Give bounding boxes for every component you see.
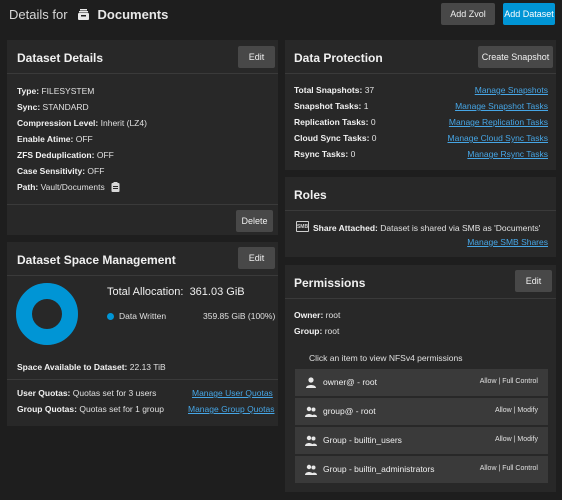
manage-user-quotas-link[interactable]: Manage User Quotas <box>192 388 273 398</box>
person-icon <box>306 377 316 388</box>
permission-name: Group - builtin_administrators <box>323 464 435 474</box>
detail-compression: Compression Level: Inherit (LZ4) <box>17 118 147 128</box>
space-donut-chart <box>16 283 78 345</box>
permission-name: Group - builtin_users <box>323 435 402 445</box>
permission-item[interactable]: Group - builtin_administrators Allow | F… <box>295 456 548 483</box>
permission-item[interactable]: Group - builtin_users Allow | Modify <box>295 427 548 454</box>
detail-dedup: ZFS Deduplication: OFF <box>17 150 114 160</box>
replication-tasks: Replication Tasks: 0 <box>294 117 376 127</box>
manage-smb-shares-link[interactable]: Manage SMB Shares <box>467 237 548 247</box>
detail-type: Type: FILESYSTEM <box>17 86 95 96</box>
copy-icon[interactable] <box>111 182 120 192</box>
detail-sync: Sync: STANDARD <box>17 102 89 112</box>
roles-card: Roles SMB Share Attached: Dataset is sha… <box>285 177 556 257</box>
card-header: Data Protection Create Snapshot <box>285 40 556 74</box>
divider <box>7 204 278 205</box>
title-prefix: Details for <box>9 7 68 22</box>
user-quotas: User Quotas: Quotas set for 3 users <box>17 388 157 398</box>
nfsv4-hint: Click an item to view NFSv4 permissions <box>309 353 463 363</box>
dataset-icon <box>77 9 89 20</box>
legend-dot <box>107 313 114 320</box>
space-available: Space Available to Dataset: 22.13 TiB <box>17 362 166 372</box>
create-snapshot-button[interactable]: Create Snapshot <box>478 46 553 68</box>
card-title: Dataset Details <box>17 51 104 65</box>
card-header: Permissions Edit <box>285 265 556 299</box>
permission-rights: Allow | Full Control <box>479 378 538 385</box>
divider <box>7 379 278 380</box>
edit-dataset-button[interactable]: Edit <box>238 46 275 68</box>
edit-permissions-button[interactable]: Edit <box>515 270 552 292</box>
group-row: Group: root <box>294 326 340 336</box>
snapshot-tasks: Snapshot Tasks: 1 <box>294 101 369 111</box>
total-allocation: Total Allocation: 361.03 GiB <box>107 286 245 298</box>
detail-case-sensitivity: Case Sensitivity: OFF <box>17 166 105 176</box>
card-title: Data Protection <box>294 51 383 65</box>
manage-snapshots-link[interactable]: Manage Snapshots <box>474 85 548 95</box>
group-icon <box>305 435 317 446</box>
page-title: Details for Documents <box>9 7 168 22</box>
permissions-card: Permissions Edit Owner: root Group: root… <box>285 265 556 492</box>
add-dataset-button[interactable]: Add Dataset <box>503 3 555 25</box>
donut-arc-data-written <box>16 283 78 345</box>
card-header: Dataset Details Edit <box>7 40 278 74</box>
permission-rights: Allow | Modify <box>494 407 538 414</box>
permission-item[interactable]: group@ - root Allow | Modify <box>295 398 548 425</box>
card-title: Dataset Space Management <box>17 253 176 267</box>
delete-dataset-button[interactable]: Delete <box>236 210 273 232</box>
space-management-card: Dataset Space Management Edit Total Allo… <box>7 242 278 426</box>
permission-rights: Allow | Modify <box>494 436 538 443</box>
total-snapshots: Total Snapshots: 37 <box>294 85 375 95</box>
cloud-sync-tasks: Cloud Sync Tasks: 0 <box>294 133 377 143</box>
detail-path: Path: Vault/Documents <box>17 182 120 192</box>
dataset-details-card: Dataset Details Edit Type: FILESYSTEM Sy… <box>7 40 278 235</box>
manage-cloud-sync-tasks-link[interactable]: Manage Cloud Sync Tasks <box>447 133 548 143</box>
detail-atime: Enable Atime: OFF <box>17 134 93 144</box>
group-quotas: Group Quotas: Quotas set for 1 group <box>17 404 164 414</box>
dataset-name: Documents <box>97 7 169 22</box>
legend-label: Data Written <box>119 311 167 321</box>
smb-share-icon: SMB <box>296 221 309 232</box>
manage-snapshot-tasks-link[interactable]: Manage Snapshot Tasks <box>455 101 548 111</box>
share-attached: Share Attached: Dataset is shared via SM… <box>313 223 541 233</box>
card-title: Permissions <box>294 276 366 290</box>
permission-item[interactable]: owner@ - root Allow | Full Control <box>295 369 548 396</box>
add-zvol-button[interactable]: Add Zvol <box>441 3 495 25</box>
owner-row: Owner: root <box>294 310 341 320</box>
permission-rights: Allow | Full Control <box>479 465 538 472</box>
manage-rsync-tasks-link[interactable]: Manage Rsync Tasks <box>467 149 548 159</box>
permission-name: group@ - root <box>323 406 376 416</box>
legend-value: 359.85 GiB (100%) <box>203 311 276 321</box>
group-icon <box>305 464 317 475</box>
card-title: Roles <box>294 188 327 202</box>
edit-space-button[interactable]: Edit <box>238 247 275 269</box>
group-icon <box>305 406 317 417</box>
card-header: Dataset Space Management Edit <box>7 242 278 276</box>
data-protection-card: Data Protection Create Snapshot Total Sn… <box>285 40 556 170</box>
manage-group-quotas-link[interactable]: Manage Group Quotas <box>188 404 275 414</box>
card-header: Roles <box>285 177 556 211</box>
page-header: Details for Documents Add Zvol Add Datas… <box>0 0 562 32</box>
manage-replication-tasks-link[interactable]: Manage Replication Tasks <box>448 117 548 127</box>
permission-name: owner@ - root <box>323 377 377 387</box>
rsync-tasks: Rsync Tasks: 0 <box>294 149 356 159</box>
